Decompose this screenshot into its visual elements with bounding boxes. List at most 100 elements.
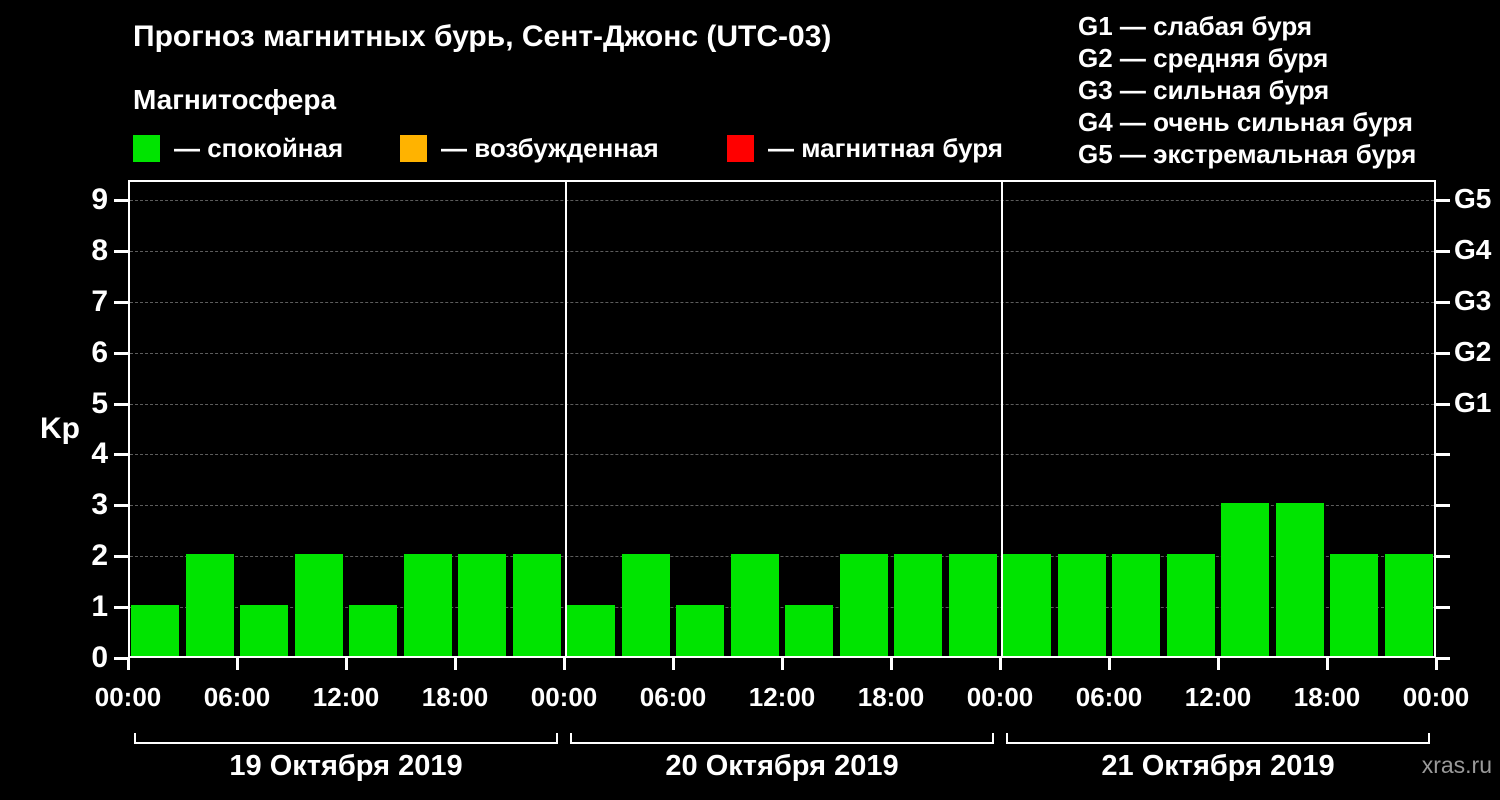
gridline	[130, 556, 1434, 558]
kp-bar	[131, 605, 180, 656]
storm-scale-line: G1 — слабая буря	[1078, 11, 1313, 41]
legend-item-storm-label: — магнитная буря	[768, 132, 1003, 163]
x-tick-label: 18:00	[1293, 682, 1361, 712]
day-bracket	[134, 742, 558, 744]
legend-item-storm: — магнитная буря	[727, 131, 1003, 165]
storm-scale-line: G4 — очень сильная буря	[1078, 107, 1413, 137]
y-tick	[114, 351, 128, 355]
y-tick-label: 6	[91, 335, 108, 369]
kp-bar	[1384, 554, 1433, 656]
day-bracket-cap-left	[1006, 733, 1008, 744]
day-separator	[1001, 182, 1003, 656]
kp-bar	[1057, 554, 1106, 656]
y-tick	[114, 453, 128, 457]
kp-bar	[621, 554, 670, 656]
g-scale-label: G1	[1454, 386, 1492, 418]
legend-item-quiet-label: — спокойная	[174, 132, 344, 163]
day-bracket-cap-right	[992, 733, 994, 744]
x-tick	[236, 658, 239, 670]
gridline	[130, 454, 1434, 456]
legend-item-excited-label: — возбужденная	[441, 132, 659, 163]
x-tick-label: 06:00	[203, 682, 271, 712]
kp-bar	[1166, 554, 1215, 656]
g-scale-label: G2	[1454, 335, 1492, 367]
x-tick	[563, 658, 566, 670]
x-tick-label: 18:00	[421, 682, 489, 712]
kp-bar	[1112, 554, 1161, 656]
day-bracket-cap-left	[134, 733, 136, 744]
gridline	[130, 250, 1434, 252]
gridline	[130, 301, 1434, 303]
x-tick	[999, 658, 1002, 670]
x-tick	[781, 658, 784, 670]
y-tick-right	[1436, 504, 1450, 508]
y-tick-right	[1436, 606, 1450, 610]
kp-bar	[730, 554, 779, 656]
y-tick-label: 3	[91, 488, 108, 522]
kp-bar	[948, 554, 997, 656]
storm-scale-line: G5 — экстремальная буря	[1078, 139, 1417, 169]
legend-item-quiet: — спокойная	[133, 131, 343, 165]
y-tick	[114, 657, 128, 660]
y-tick	[114, 606, 128, 610]
watermark: xras.ru	[1421, 752, 1492, 778]
y-tick	[114, 199, 128, 202]
y-tick-right	[1436, 657, 1450, 660]
y-tick-right	[1436, 249, 1450, 253]
y-tick	[114, 555, 128, 559]
kp-bar	[294, 554, 343, 656]
g-scale-label: G5	[1454, 183, 1492, 214]
legend-item-excited: — возбужденная	[400, 131, 659, 165]
gridline	[130, 403, 1434, 405]
y-tick-label: 5	[91, 386, 108, 420]
y-tick-label: 8	[91, 233, 108, 267]
x-tick-label: 12:00	[748, 682, 816, 712]
quiet-color-swatch	[133, 134, 160, 162]
kp-bar	[349, 605, 398, 656]
x-tick	[1217, 658, 1220, 670]
x-tick-label: 12:00	[312, 682, 380, 712]
x-tick	[1326, 658, 1329, 670]
y-tick-right	[1436, 351, 1450, 355]
day-label: 19 Октября 2019	[229, 750, 463, 782]
y-tick-label: 4	[91, 437, 108, 471]
y-tick-right	[1436, 402, 1450, 406]
y-tick-label: 9	[91, 183, 108, 216]
x-tick	[454, 658, 457, 670]
y-tick-right	[1436, 453, 1450, 457]
storm-color-swatch	[727, 134, 754, 162]
kp-bar	[185, 554, 234, 656]
chart-subtitle: Магнитосфера	[133, 84, 337, 115]
kp-bar	[458, 554, 507, 656]
y-tick-label: 7	[91, 284, 108, 318]
x-tick-label: 06:00	[639, 682, 707, 712]
gridline	[130, 200, 1434, 201]
kp-bar	[240, 605, 289, 656]
x-tick-label: 00:00	[966, 682, 1034, 712]
y-tick-right	[1436, 199, 1450, 202]
kp-bar	[839, 554, 888, 656]
kp-bar	[403, 554, 452, 656]
plot-area	[128, 180, 1436, 658]
x-tick-label: 18:00	[857, 682, 925, 712]
gridline	[130, 505, 1434, 507]
storm-scale-line: G3 — сильная буря	[1078, 75, 1330, 105]
chart-title: Прогноз магнитных бурь, Сент-Джонс (UTC-…	[133, 20, 832, 53]
kp-bar	[1275, 503, 1324, 656]
kp-bar	[676, 605, 725, 656]
y-tick-label: 2	[91, 539, 108, 573]
x-tick-label: 06:00	[1075, 682, 1143, 712]
kp-bar	[894, 554, 943, 656]
day-bracket-cap-right	[1428, 733, 1430, 744]
x-tick	[1435, 658, 1438, 670]
x-tick-label: 00:00	[94, 682, 162, 712]
x-tick	[345, 658, 348, 670]
x-tick-label: 00:00	[530, 682, 598, 712]
g-scale-label: G3	[1454, 284, 1492, 316]
y-tick	[114, 504, 128, 508]
y-tick	[114, 402, 128, 406]
x-tick	[890, 658, 893, 670]
day-label: 21 Октября 2019	[1101, 750, 1335, 782]
gridline	[130, 607, 1434, 609]
